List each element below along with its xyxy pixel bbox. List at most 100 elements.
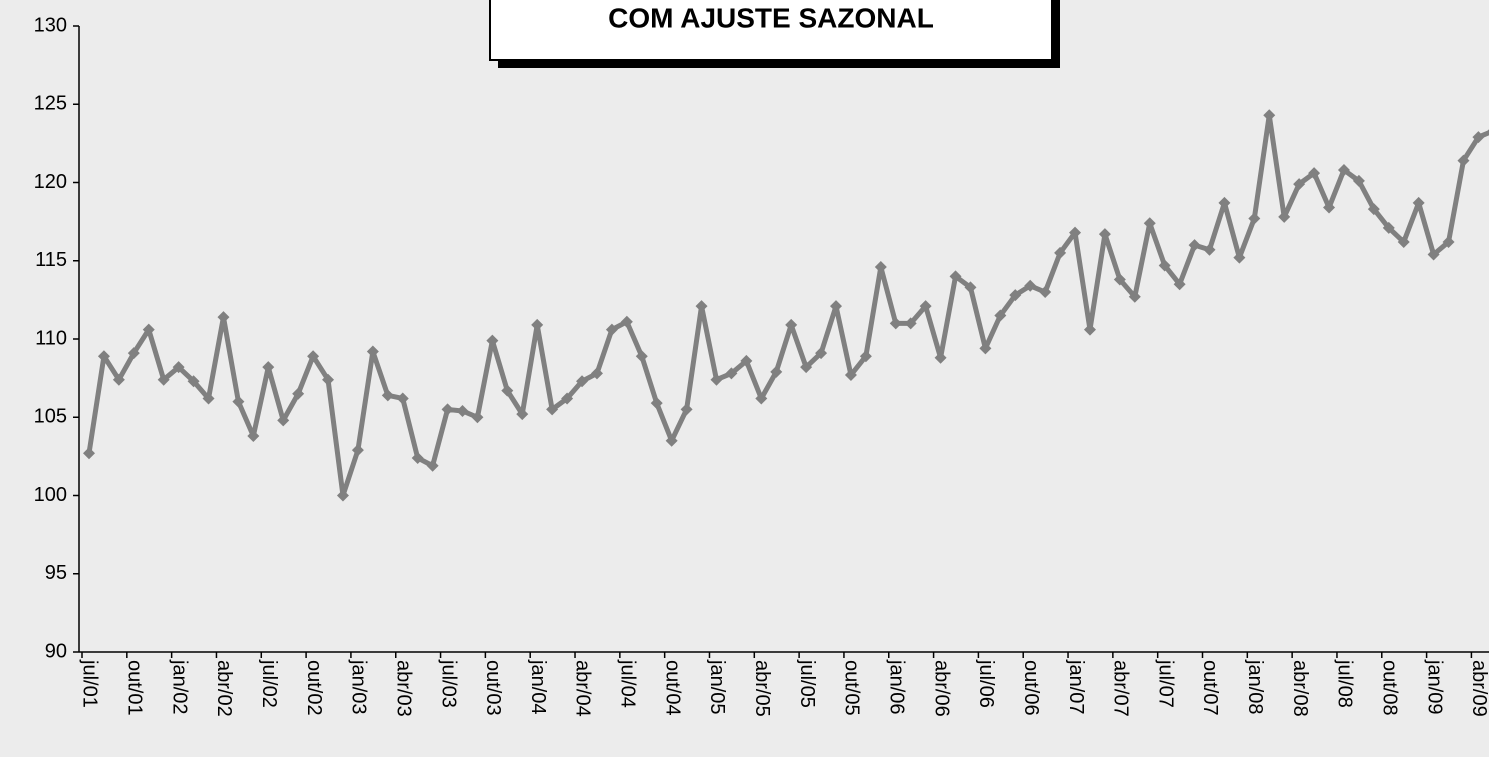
- marker: [770, 365, 783, 378]
- x-tick-label: out/01: [124, 660, 146, 716]
- x-tick-label: jan/09: [1423, 659, 1445, 715]
- marker: [546, 403, 559, 416]
- marker: [1457, 154, 1470, 167]
- marker: [202, 392, 215, 405]
- marker: [531, 318, 544, 331]
- marker: [486, 334, 499, 347]
- marker: [725, 367, 738, 380]
- marker: [635, 350, 648, 363]
- marker: [680, 403, 693, 416]
- marker: [307, 350, 320, 363]
- marker: [1113, 273, 1126, 286]
- marker: [277, 414, 290, 427]
- marker: [381, 389, 394, 402]
- x-tick-label: jan/04: [527, 659, 549, 715]
- marker: [650, 397, 663, 410]
- marker: [232, 395, 245, 408]
- marker: [844, 368, 857, 381]
- marker: [889, 317, 902, 330]
- marker: [620, 315, 633, 328]
- y-tick-label: 90: [45, 640, 67, 662]
- marker: [1248, 212, 1261, 225]
- marker: [501, 384, 514, 397]
- marker: [1054, 246, 1067, 259]
- marker: [1218, 196, 1231, 209]
- x-tick-label: jul/01: [79, 659, 101, 708]
- chart-title: COM AJUSTE SAZONAL: [608, 2, 934, 33]
- marker: [441, 403, 454, 416]
- marker: [471, 411, 484, 424]
- marker: [157, 373, 170, 386]
- marker: [874, 261, 887, 274]
- marker: [949, 270, 962, 283]
- marker: [217, 311, 230, 324]
- marker: [336, 489, 349, 502]
- x-tick-label: jul/06: [975, 659, 997, 708]
- marker: [576, 375, 589, 388]
- marker: [83, 447, 95, 460]
- marker: [859, 350, 872, 363]
- x-tick-label: jul/05: [796, 659, 818, 708]
- x-tick-label: jan/08: [1244, 659, 1266, 715]
- marker: [1098, 228, 1111, 241]
- marker: [815, 347, 828, 360]
- x-tick-label: out/06: [1020, 660, 1042, 716]
- marker: [1397, 235, 1410, 248]
- marker: [785, 318, 798, 331]
- marker: [1173, 278, 1186, 291]
- marker: [830, 300, 842, 313]
- y-tick-label: 110: [35, 327, 67, 349]
- marker: [1039, 286, 1052, 299]
- x-tick-label: jan/02: [168, 659, 190, 715]
- x-tick-label: jul/02: [258, 659, 280, 708]
- x-tick-label: jan/05: [706, 659, 728, 715]
- marker: [1323, 201, 1336, 214]
- marker: [979, 342, 992, 355]
- marker: [1009, 289, 1022, 302]
- marker: [1128, 290, 1141, 303]
- x-tick-label: jan/07: [1065, 659, 1087, 715]
- x-tick-label: abr/04: [572, 660, 594, 717]
- x-tick-label: out/03: [482, 660, 504, 716]
- marker: [1367, 203, 1380, 216]
- marker: [396, 392, 409, 405]
- x-tick-label: jan/06: [885, 659, 907, 715]
- marker: [366, 345, 379, 358]
- marker: [934, 351, 947, 364]
- y-tick-label: 115: [35, 249, 67, 271]
- marker: [292, 387, 305, 400]
- x-tick-label: abr/05: [751, 660, 773, 717]
- marker: [994, 309, 1007, 322]
- marker: [97, 350, 110, 363]
- x-tick-label: abr/07: [1110, 660, 1132, 717]
- x-tick-label: jul/03: [437, 659, 459, 708]
- marker: [1203, 243, 1216, 256]
- marker: [665, 434, 678, 447]
- marker: [456, 404, 469, 417]
- y-tick-label: 95: [45, 562, 67, 584]
- marker: [172, 361, 185, 374]
- x-tick-label: out/02: [303, 660, 325, 716]
- x-tick-label: out/07: [1199, 660, 1221, 716]
- x-tick-label: abr/02: [213, 660, 235, 717]
- marker: [1069, 226, 1082, 239]
- marker: [1337, 163, 1350, 176]
- marker: [516, 408, 529, 421]
- y-tick-label: 100: [34, 484, 67, 506]
- marker: [187, 375, 200, 388]
- marker: [1293, 178, 1306, 191]
- marker: [1263, 109, 1276, 122]
- marker: [1352, 174, 1365, 187]
- marker: [127, 347, 140, 360]
- marker: [605, 323, 618, 336]
- x-tick-label: jul/04: [617, 659, 639, 708]
- marker: [142, 323, 155, 336]
- x-tick-label: out/04: [661, 660, 683, 716]
- marker: [710, 373, 723, 386]
- marker: [1442, 235, 1455, 248]
- marker: [561, 392, 574, 405]
- marker: [919, 300, 932, 313]
- marker: [1382, 221, 1395, 234]
